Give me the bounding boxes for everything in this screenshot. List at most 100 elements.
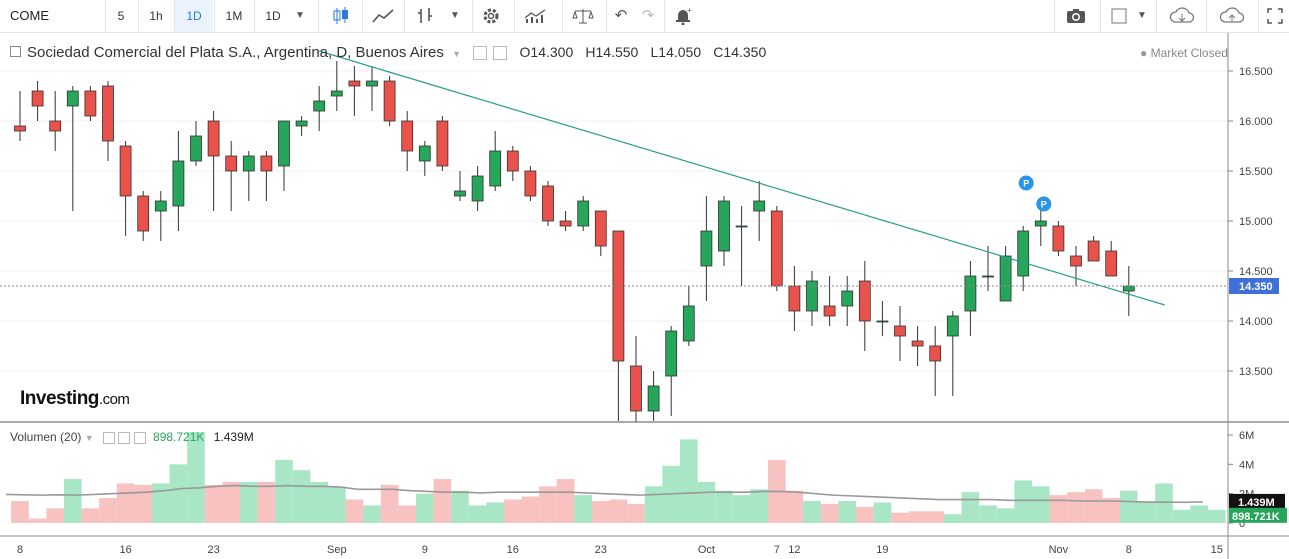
candle — [630, 365, 642, 412]
volume-bar — [11, 501, 29, 523]
candle — [594, 210, 607, 247]
volume-bar — [187, 432, 205, 523]
interval-1d-button[interactable]: 1D — [174, 0, 213, 32]
candle — [542, 185, 554, 222]
cloud-upload-icon[interactable] — [1206, 0, 1257, 32]
volume-bar — [1067, 492, 1085, 523]
volume-bar — [275, 459, 293, 523]
price-axis: 16.500 16.000 15.500 15.000 14.500 14.000 13.5… — [1228, 66, 1279, 378]
volume-bar — [380, 484, 399, 523]
volume-bar — [81, 508, 100, 523]
candle — [1017, 230, 1030, 277]
volume-bar — [468, 505, 487, 523]
low-value: L14.050 — [650, 44, 702, 60]
volume-bar — [204, 484, 223, 523]
volume-bar — [644, 486, 663, 523]
interval-1m-button[interactable]: 1M — [214, 0, 253, 32]
candle — [999, 255, 1012, 302]
price-tick-label: 13.500 — [1239, 366, 1273, 378]
volume-bar — [715, 490, 733, 523]
chevron-down-icon[interactable]: ▼ — [450, 10, 460, 21]
candles-icon[interactable] — [318, 0, 363, 32]
candle — [489, 150, 502, 187]
marker-p-icon — [1018, 175, 1034, 191]
cloud-download-icon[interactable] — [1156, 0, 1207, 32]
indicators-icon[interactable] — [514, 0, 555, 32]
volume-label: Volumen (20) — [10, 430, 82, 444]
camera-icon[interactable] — [1054, 0, 1097, 32]
candle — [612, 230, 625, 362]
interval-dropdown-button[interactable]: 1D — [254, 0, 291, 32]
volume-bar — [134, 484, 152, 523]
market-status: ● Market Closed — [1140, 46, 1228, 60]
chevron-down-icon[interactable]: ▼ — [1137, 10, 1147, 21]
settings-small-icon[interactable] — [473, 46, 488, 61]
chart-legend: Sociedad Comercial del Plata S.A., Argen… — [10, 44, 766, 61]
legend-collapse-icon[interactable] — [10, 45, 21, 57]
candle — [1034, 220, 1047, 227]
redo-icon[interactable]: ↷ — [641, 7, 655, 24]
volume-bar — [820, 503, 839, 523]
volume-bar — [28, 518, 47, 523]
volume-bar — [116, 483, 135, 523]
candle — [102, 85, 114, 142]
volume-bar — [169, 464, 188, 523]
price-tick-label: 15.000 — [1239, 216, 1273, 228]
candle — [982, 275, 994, 278]
settings-small-icon[interactable] — [493, 46, 508, 61]
compare-scale-icon[interactable] — [562, 0, 603, 32]
volume-bar — [1172, 509, 1191, 523]
settings-small-icon[interactable] — [102, 431, 115, 444]
candle — [260, 155, 273, 172]
candle — [665, 330, 678, 377]
fullscreen-icon[interactable] — [1258, 0, 1289, 32]
settings-small-icon[interactable] — [118, 431, 131, 444]
candle — [418, 145, 431, 162]
volume-bar — [785, 490, 804, 523]
volume-value: 898.721K — [153, 430, 205, 444]
volume-bar — [64, 479, 82, 523]
gear-icon[interactable] — [472, 0, 509, 32]
volume-bar — [926, 511, 944, 523]
interval-5-button[interactable]: 5 — [105, 0, 136, 32]
candle — [858, 280, 871, 322]
candle — [577, 200, 590, 227]
interval-1h-button[interactable]: 1h — [138, 0, 173, 32]
chevron-down-icon[interactable]: ▼ — [84, 433, 94, 443]
time-tick-label: Sep — [327, 544, 347, 556]
alert-bell-icon[interactable]: + — [664, 0, 701, 32]
symbol-field[interactable]: COME — [10, 8, 49, 23]
volume-bar — [539, 486, 557, 523]
volume-bar — [979, 505, 997, 523]
candle — [506, 150, 519, 172]
chevron-down-icon[interactable]: ▼ — [452, 49, 461, 59]
chart-title: Sociedad Comercial del Plata S.A., Argen… — [27, 44, 444, 61]
undo-icon[interactable]: ↶ — [606, 0, 635, 32]
volume-bars — [11, 432, 1226, 523]
candle — [753, 200, 766, 212]
volume-bar — [891, 512, 909, 523]
candle — [401, 120, 414, 152]
candle — [929, 345, 942, 362]
candle — [383, 80, 396, 122]
candle — [190, 135, 202, 162]
candle — [911, 340, 924, 347]
chevron-down-icon[interactable]: ▼ — [295, 10, 305, 21]
volume-bar — [504, 499, 522, 523]
volume-bar — [292, 470, 311, 523]
line-chart-icon[interactable] — [362, 0, 403, 32]
candle — [946, 315, 959, 337]
bar-chart-icon[interactable] — [404, 0, 445, 32]
close-small-icon[interactable] — [133, 431, 146, 444]
color-square-icon[interactable] — [1100, 0, 1137, 32]
volume-bar — [556, 479, 575, 523]
candle — [1070, 255, 1082, 267]
volume-bar — [908, 511, 927, 523]
time-axis: 8 16 23 Sep 9 16 23 Oct 7 12 19 Nov 8 15 — [0, 535, 1289, 556]
candle — [559, 220, 572, 227]
candle — [436, 120, 449, 167]
volume-bar — [944, 514, 962, 523]
time-tick-label: 8 — [17, 544, 23, 556]
price-chart[interactable]: PP 16.50016.00015.50015.00014.50014.0001… — [0, 33, 1289, 559]
candle — [770, 210, 783, 287]
